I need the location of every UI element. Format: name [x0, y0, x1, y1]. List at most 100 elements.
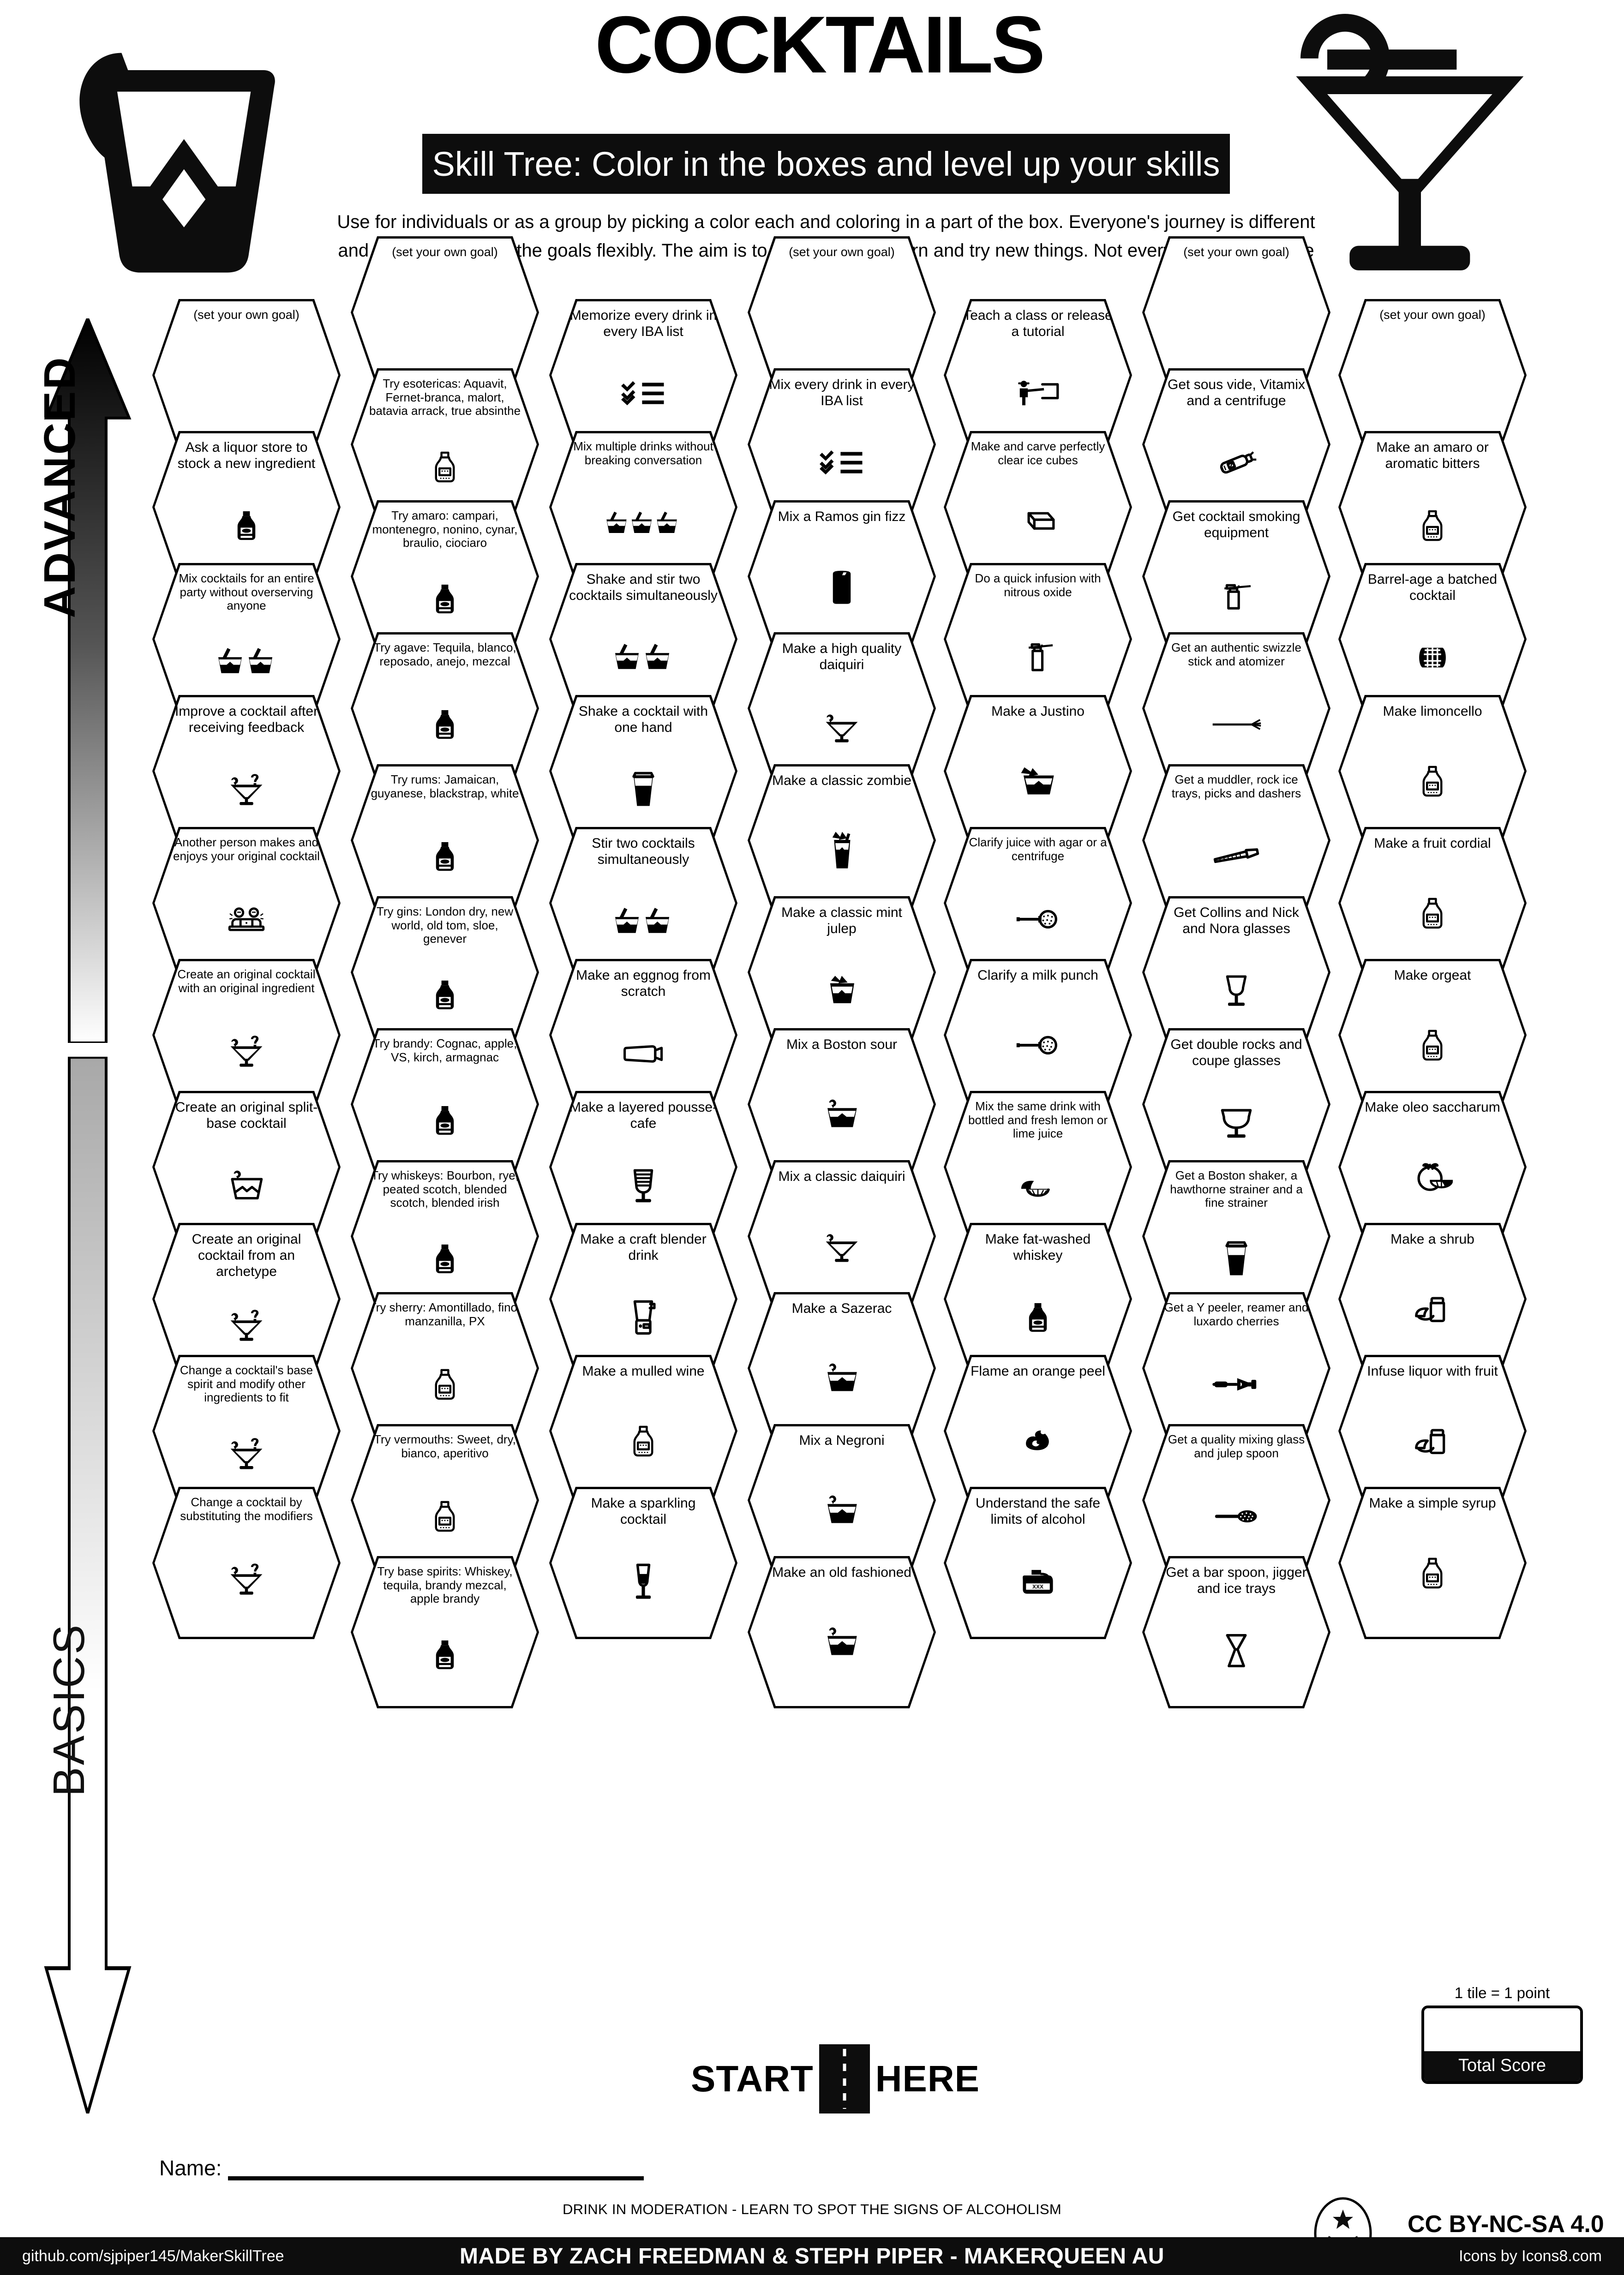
skill-tile-body[interactable]: Make fat-washed whiskey — [946, 1225, 1130, 1373]
skill-tile[interactable]: Mix multiple drinks without breaking con… — [549, 431, 737, 583]
skill-tile-body[interactable]: Infuse liquor with fruit — [1341, 1357, 1524, 1505]
skill-tile-body[interactable]: Mix multiple drinks without breaking con… — [551, 433, 735, 581]
skill-tile[interactable]: Mix a Boston sour — [748, 1028, 936, 1180]
skill-tile-body[interactable]: (set your own goal) — [155, 301, 338, 449]
skill-tile-body[interactable]: Mix the same drink with bottled and fres… — [946, 1093, 1130, 1241]
skill-tile[interactable]: Improve a cocktail after receiving feedb… — [152, 695, 341, 847]
skill-tile-body[interactable]: (set your own goal) — [1145, 239, 1328, 386]
footer-icon-credit[interactable]: Icons by Icons8.com — [1459, 2247, 1602, 2265]
skill-tile-body[interactable]: Make a mulled wine — [551, 1357, 735, 1505]
skill-tile[interactable]: Mix the same drink with bottled and fres… — [944, 1091, 1132, 1243]
name-input-line[interactable] — [228, 2167, 644, 2180]
skill-tile[interactable]: Try amaro: campari, montenegro, nonino, … — [351, 500, 539, 653]
skill-tile-body[interactable]: Get a Y peeler, reamer and luxardo cherr… — [1145, 1294, 1328, 1442]
skill-tile-body[interactable]: Create an original cocktail from an arch… — [155, 1225, 338, 1373]
skill-tile[interactable]: Make limoncello — [1338, 695, 1527, 847]
skill-tile-body[interactable]: Get double rocks and coupe glasses — [1145, 1030, 1328, 1178]
skill-tile-body[interactable]: Do a quick infusion with nitrous oxide — [946, 565, 1130, 713]
skill-tile-body[interactable]: Make limoncello — [1341, 697, 1524, 845]
skill-tile-body[interactable]: Try amaro: campari, montenegro, nonino, … — [353, 503, 537, 650]
skill-tile-body[interactable]: Make oleo saccharum — [1341, 1093, 1524, 1241]
skill-tile-body[interactable]: Make and carve perfectly clear ice cubes — [946, 433, 1130, 581]
skill-tile[interactable]: Make oleo saccharum — [1338, 1091, 1527, 1243]
skill-tile-body[interactable]: (set your own goal) — [750, 239, 934, 386]
skill-tile-body[interactable]: Another person makes and enjoys your ori… — [155, 829, 338, 977]
skill-tile[interactable]: Teach a class or release a tutorial — [944, 299, 1132, 451]
skill-tile[interactable]: Mix every drink in every IBA list — [748, 368, 936, 521]
skill-tile[interactable]: Make a Sazerac — [748, 1292, 936, 1444]
skill-tile[interactable]: Make a classic zombie — [748, 764, 936, 916]
skill-tile-body[interactable]: Create an original cocktail with an orig… — [155, 961, 338, 1109]
skill-tile-body[interactable]: Try agave: Tequila, blanco, reposado, an… — [353, 635, 537, 782]
skill-tile[interactable]: Ask a liquor store to stock a new ingred… — [152, 431, 341, 583]
name-field-row[interactable]: Name: — [159, 2148, 644, 2180]
skill-tile-body[interactable]: Shake and stir two cocktails simultaneou… — [551, 565, 735, 713]
skill-tile[interactable]: Get double rocks and coupe glasses — [1142, 1028, 1330, 1180]
skill-tile-body[interactable]: Get cocktail smoking equipment — [1145, 503, 1328, 650]
skill-tile-body[interactable]: Make a classic zombie — [750, 766, 934, 914]
skill-tile-body[interactable]: Mix a Boston sour — [750, 1030, 934, 1178]
skill-tile-body[interactable]: Make a Sazerac — [750, 1294, 934, 1442]
skill-tile[interactable]: Try base spirits: Whiskey, tequila, bran… — [351, 1556, 539, 1708]
skill-tile[interactable]: (set your own goal) — [748, 236, 936, 389]
skill-tile-body[interactable]: (set your own goal) — [1341, 301, 1524, 449]
skill-tile-body[interactable]: Understand the safe limits of alcohol XXX — [946, 1489, 1130, 1637]
skill-tile-body[interactable]: Try rums: Jamaican, guyanese, blackstrap… — [353, 766, 537, 914]
skill-tile-body[interactable]: Make a classic mint julep — [750, 898, 934, 1046]
skill-tile[interactable]: Get a muddler, rock ice trays, picks and… — [1142, 764, 1330, 916]
skill-tile-body[interactable]: Change a cocktail's base spirit and modi… — [155, 1357, 338, 1505]
skill-tile-body[interactable]: Make an old fashioned — [750, 1558, 934, 1706]
skill-tile[interactable]: Make a fruit cordial — [1338, 827, 1527, 979]
skill-tile[interactable]: Create an original split-base cocktail — [152, 1091, 341, 1243]
skill-tile[interactable]: Barrel-age a batched cocktail — [1338, 563, 1527, 715]
skill-tile[interactable]: Mix a Ramos gin fizz — [748, 500, 936, 653]
skill-tile[interactable]: Get a Y peeler, reamer and luxardo cherr… — [1142, 1292, 1330, 1444]
skill-tile-body[interactable]: Make a layered pousse-cafe — [551, 1093, 735, 1241]
skill-tile-body[interactable]: Get a muddler, rock ice trays, picks and… — [1145, 766, 1328, 914]
skill-tile[interactable]: Make a mulled wine — [549, 1355, 737, 1507]
skill-tile[interactable]: Shake a cocktail with one hand — [549, 695, 737, 847]
skill-tile[interactable]: Get cocktail smoking equipment — [1142, 500, 1330, 653]
skill-tile-body[interactable]: Change a cocktail by substituting the mo… — [155, 1489, 338, 1637]
skill-tile-body[interactable]: Make a sparkling cocktail — [551, 1489, 735, 1637]
skill-tile-body[interactable]: Make an eggnog from scratch — [551, 961, 735, 1109]
skill-tile[interactable]: Make an old fashioned — [748, 1556, 936, 1708]
skill-tile[interactable]: Get Collins and Nick and Nora glasses — [1142, 896, 1330, 1048]
skill-tile[interactable]: Make a shrub — [1338, 1223, 1527, 1375]
skill-tile[interactable]: Flame an orange peel — [944, 1355, 1132, 1507]
skill-tile[interactable]: Get a quality mixing glass and julep spo… — [1142, 1424, 1330, 1576]
skill-tile[interactable]: Shake and stir two cocktails simultaneou… — [549, 563, 737, 715]
skill-tile-body[interactable]: Shake a cocktail with one hand — [551, 697, 735, 845]
skill-tile-body[interactable]: Mix a Negroni — [750, 1426, 934, 1574]
skill-tile[interactable]: Make an eggnog from scratch — [549, 959, 737, 1111]
skill-tile-body[interactable]: Improve a cocktail after receiving feedb… — [155, 697, 338, 845]
skill-tile-body[interactable]: Make a high quality daiquiri — [750, 635, 934, 782]
skill-tile-body[interactable]: Get an authentic swizzle stick and atomi… — [1145, 635, 1328, 782]
skill-tile-body[interactable]: Get sous vide, Vitamix and a centrifuge — [1145, 371, 1328, 518]
skill-tile-body[interactable]: Try base spirits: Whiskey, tequila, bran… — [353, 1558, 537, 1706]
skill-tile-body[interactable]: Ask a liquor store to stock a new ingred… — [155, 433, 338, 581]
skill-tile-body[interactable]: Try vermouths: Sweet, dry, bianco, aperi… — [353, 1426, 537, 1574]
skill-tile-body[interactable]: Try brandy: Cognac, apple, VS, kirch, ar… — [353, 1030, 537, 1178]
skill-tile[interactable]: Mix a classic daiquiri — [748, 1160, 936, 1312]
skill-tile[interactable]: Make a sparkling cocktail — [549, 1487, 737, 1639]
footer-repo-link[interactable]: github.com/sjpiper145/MakerSkillTree — [22, 2247, 284, 2265]
skill-tile-body[interactable]: Mix every drink in every IBA list — [750, 371, 934, 518]
skill-tile[interactable]: Try agave: Tequila, blanco, reposado, an… — [351, 632, 539, 784]
skill-tile[interactable]: (set your own goal) — [351, 236, 539, 389]
skill-tile-body[interactable]: Make an amaro or aromatic bitters — [1341, 433, 1524, 581]
skill-tile[interactable]: Try rums: Jamaican, guyanese, blackstrap… — [351, 764, 539, 916]
skill-tile-body[interactable]: Clarify juice with agar or a centrifuge — [946, 829, 1130, 977]
skill-tile-body[interactable]: Mix a Ramos gin fizz — [750, 503, 934, 650]
skill-tile[interactable]: Make a layered pousse-cafe — [549, 1091, 737, 1243]
skill-tile[interactable]: Mix a Negroni — [748, 1424, 936, 1576]
score-value-field[interactable] — [1424, 2008, 1580, 2051]
skill-tile[interactable]: Infuse liquor with fruit — [1338, 1355, 1527, 1507]
skill-tile-body[interactable]: Mix a classic daiquiri — [750, 1162, 934, 1310]
skill-tile-body[interactable]: Make orgeat — [1341, 961, 1524, 1109]
skill-tile-body[interactable]: Teach a class or release a tutorial — [946, 301, 1130, 449]
skill-tile[interactable]: Make fat-washed whiskey — [944, 1223, 1132, 1375]
skill-tile-body[interactable]: Make a fruit cordial — [1341, 829, 1524, 977]
skill-tile-body[interactable]: Try esotericas: Aquavit, Fernet-branca, … — [353, 371, 537, 518]
skill-tile[interactable]: Clarify juice with agar or a centrifuge — [944, 827, 1132, 979]
